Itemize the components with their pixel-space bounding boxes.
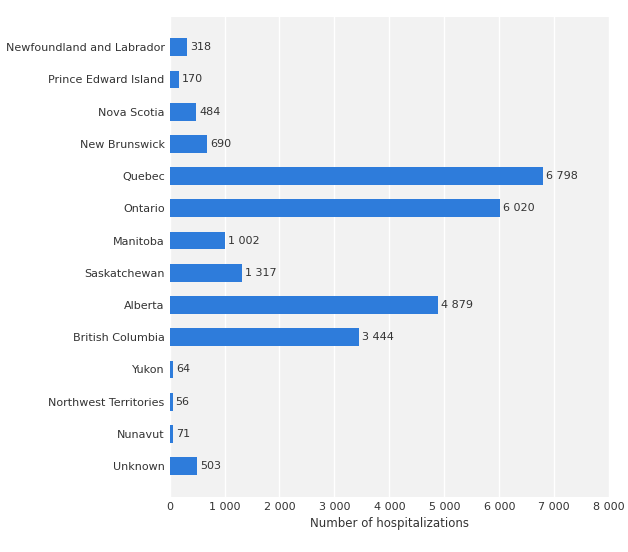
Bar [170,199,501,217]
Bar [170,457,197,475]
Bar [170,296,438,314]
Text: 71: 71 [176,429,191,439]
Text: 1 002: 1 002 [227,236,259,246]
Bar [170,135,207,153]
Bar [170,264,242,282]
Bar [170,328,359,346]
Bar [170,167,543,185]
Text: 4 879: 4 879 [441,300,473,310]
Text: 56: 56 [176,397,190,407]
Bar [170,39,187,56]
Bar [170,360,173,378]
Bar [170,232,225,250]
Text: 484: 484 [199,107,220,116]
X-axis label: Number of hospitalizations: Number of hospitalizations [310,517,469,530]
Text: 6 798: 6 798 [546,171,578,181]
Bar [170,103,196,120]
Text: 3 444: 3 444 [362,332,394,342]
Text: 64: 64 [176,364,190,374]
Bar [170,425,173,443]
Bar [170,393,173,411]
Text: 170: 170 [182,75,203,84]
Bar [170,71,179,88]
Text: 318: 318 [190,43,211,52]
Text: 503: 503 [200,461,221,471]
Text: 1 317: 1 317 [245,268,276,278]
Text: 690: 690 [210,139,232,149]
Text: 6 020: 6 020 [504,203,535,214]
